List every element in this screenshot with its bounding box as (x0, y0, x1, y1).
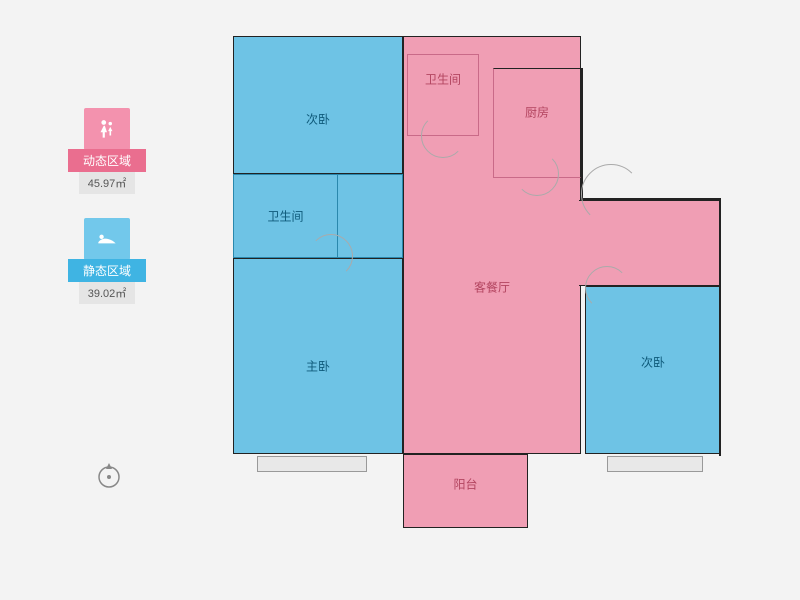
wall-segment (719, 198, 721, 456)
room-label: 次卧 (641, 353, 665, 370)
bathroom-1: 卫生间 (407, 54, 479, 136)
kitchen: 厨房 (493, 68, 581, 178)
people-icon (84, 108, 130, 150)
compass-icon (94, 460, 124, 490)
secondary-bedroom-2: 次卧 (585, 286, 721, 454)
floorplan: 次卧 卫生间 主卧 次卧 客餐厅 卫生间 厨房 阳台 (215, 24, 735, 574)
room-label: 客餐厅 (474, 278, 510, 295)
legend-static-label: 静态区域 (68, 259, 146, 282)
room-label: 阳台 (453, 475, 477, 492)
legend-static-value: 39.02㎡ (79, 282, 135, 304)
sleep-icon (84, 218, 130, 260)
legend: 动态区域 45.97㎡ 静态区域 39.02㎡ (68, 108, 146, 328)
master-bedroom: 主卧 (233, 258, 403, 454)
wall-segment (581, 68, 583, 198)
window (257, 456, 367, 472)
room-label: 卫生间 (425, 71, 461, 88)
legend-dynamic-value: 45.97㎡ (79, 172, 135, 194)
room-label: 厨房 (525, 104, 549, 121)
room-label: 卫生间 (267, 208, 303, 225)
balcony: 阳台 (403, 454, 528, 528)
window (607, 456, 703, 472)
legend-dynamic-label: 动态区域 (68, 149, 146, 172)
legend-static: 静态区域 39.02㎡ (68, 218, 146, 304)
room-label: 主卧 (306, 357, 330, 374)
room-label: 次卧 (306, 110, 330, 127)
legend-dynamic: 动态区域 45.97㎡ (68, 108, 146, 194)
secondary-bedroom-1: 次卧 (233, 36, 403, 174)
